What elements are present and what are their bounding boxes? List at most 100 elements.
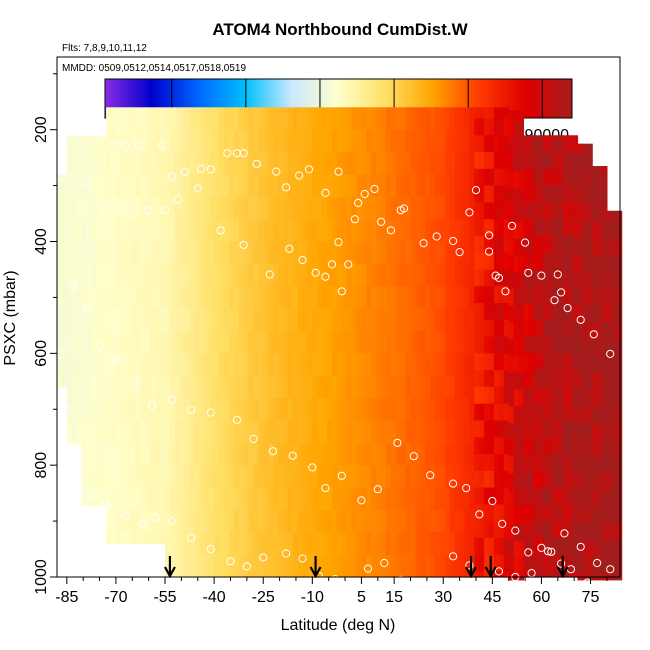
heatmap-cell <box>71 175 78 182</box>
heatmap-cell <box>341 375 348 382</box>
heatmap-cell <box>292 308 299 315</box>
heatmap-cell <box>312 235 318 243</box>
heatmap-cell <box>223 358 230 366</box>
heatmap-cell <box>145 180 151 187</box>
heatmap-cell <box>169 493 176 500</box>
heatmap-cell <box>341 498 348 505</box>
heatmap-cell <box>66 186 73 193</box>
heatmap-cell <box>312 107 318 114</box>
heatmap-cell <box>214 224 220 231</box>
heatmap-cell <box>238 336 245 343</box>
heatmap-cell <box>125 420 132 427</box>
heatmap-cell <box>76 309 83 316</box>
heatmap-cell <box>130 470 137 477</box>
heatmap-cell <box>214 107 220 114</box>
heatmap-cell <box>346 386 353 394</box>
heatmap-cell <box>184 442 191 449</box>
heatmap-cell <box>219 448 225 455</box>
heatmap-cell <box>106 521 112 528</box>
heatmap-cell <box>307 521 313 528</box>
heatmap-cell <box>277 129 284 136</box>
heatmap-cell <box>287 431 294 438</box>
heatmap-cell <box>243 297 250 304</box>
heatmap-cell <box>312 392 318 399</box>
heatmap-cell <box>263 140 269 148</box>
heatmap-cell <box>312 286 318 293</box>
heatmap-cell <box>331 386 338 394</box>
heatmap-cell <box>106 258 112 265</box>
heatmap-cell <box>135 263 142 271</box>
heatmap-cell <box>111 336 117 343</box>
heatmap-cell <box>189 146 196 153</box>
heatmap-cell <box>268 386 274 394</box>
heatmap-cell <box>317 196 323 203</box>
heatmap-cell <box>66 181 73 188</box>
heatmap-cell <box>366 174 372 181</box>
heatmap-cell <box>302 185 308 192</box>
heatmap-cell <box>327 207 333 215</box>
heatmap-cell <box>302 124 308 131</box>
heatmap-cell <box>243 213 250 220</box>
heatmap-cell <box>66 197 73 205</box>
heatmap-cell <box>184 342 191 349</box>
heatmap-cell <box>263 291 269 299</box>
heatmap-cell <box>111 174 117 181</box>
heatmap-cell <box>174 291 181 299</box>
heatmap-cell <box>120 392 127 399</box>
heatmap-cell <box>282 431 289 438</box>
heatmap-cell <box>243 549 250 556</box>
heatmap-cell <box>263 252 269 259</box>
heatmap-cell <box>361 303 367 310</box>
heatmap-cell <box>130 370 137 377</box>
heatmap-cell <box>115 207 122 215</box>
heatmap-cell <box>248 392 254 399</box>
heatmap-cell <box>96 393 102 400</box>
heatmap-cell <box>184 476 191 483</box>
heatmap-cell <box>101 164 107 171</box>
heatmap-cell <box>322 465 328 472</box>
heatmap-cell <box>106 325 112 332</box>
heatmap-cell <box>86 455 92 462</box>
heatmap-cell <box>155 308 161 315</box>
heatmap-cell <box>96 287 102 294</box>
heatmap-cell <box>120 275 127 282</box>
heatmap-cell <box>277 465 284 472</box>
heatmap-cell <box>268 509 274 517</box>
heatmap-cell <box>209 414 215 422</box>
heatmap-cell <box>115 252 122 259</box>
heatmap-cell <box>223 353 230 360</box>
heatmap-cell <box>351 297 358 304</box>
heatmap-cell <box>228 526 235 533</box>
heatmap-cell <box>106 403 112 410</box>
heatmap-cell <box>336 124 343 131</box>
heatmap-cell <box>282 509 289 517</box>
heatmap-cell <box>312 219 318 226</box>
heatmap-cell <box>194 129 200 136</box>
heatmap-cell <box>317 269 323 276</box>
heatmap-cell <box>238 297 245 304</box>
heatmap-cell <box>81 259 88 266</box>
heatmap-cell <box>312 526 318 533</box>
heatmap-cell <box>130 185 137 192</box>
heatmap-cell <box>81 421 88 428</box>
heatmap-cell <box>292 526 299 533</box>
heatmap-cell <box>155 459 161 466</box>
heatmap-cell <box>273 118 279 125</box>
heatmap-cell <box>302 258 308 265</box>
heatmap-cell <box>219 526 225 533</box>
heatmap-cell <box>179 180 186 187</box>
heatmap-cell <box>351 180 358 187</box>
heatmap-cell <box>184 202 191 209</box>
heatmap-cell <box>331 459 338 466</box>
heatmap-cell <box>101 332 107 339</box>
heatmap-cell <box>165 554 171 561</box>
heatmap-cell <box>219 174 225 181</box>
heatmap-cell <box>263 409 269 416</box>
heatmap-cell <box>66 153 73 160</box>
heatmap-cell <box>101 237 107 244</box>
heatmap-cell <box>327 521 333 528</box>
heatmap-cell <box>248 526 254 533</box>
heatmap-cell <box>248 319 254 326</box>
heatmap-cell <box>184 152 191 159</box>
heatmap-cell <box>287 280 294 287</box>
